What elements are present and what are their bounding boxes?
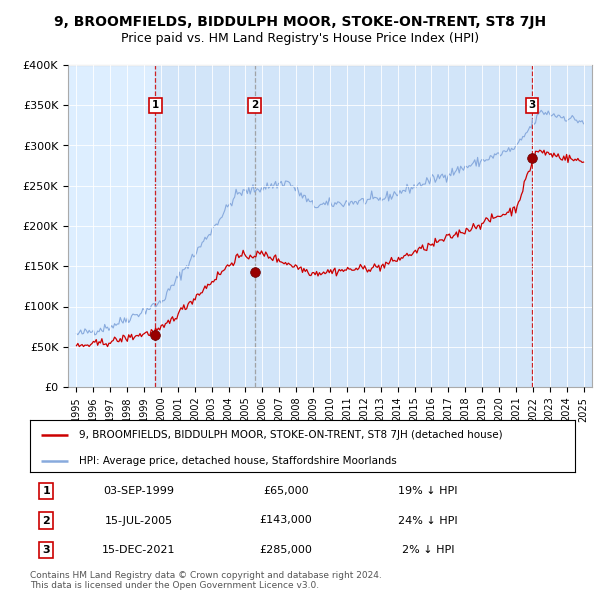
Text: 2: 2 — [251, 100, 258, 110]
Text: Price paid vs. HM Land Registry's House Price Index (HPI): Price paid vs. HM Land Registry's House … — [121, 32, 479, 45]
Bar — [254, 65, 532, 387]
Text: Contains HM Land Registry data © Crown copyright and database right 2024.
This d: Contains HM Land Registry data © Crown c… — [30, 571, 382, 590]
Text: 9, BROOMFIELDS, BIDDULPH MOOR, STOKE-ON-TRENT, ST8 7JH (detached house): 9, BROOMFIELDS, BIDDULPH MOOR, STOKE-ON-… — [79, 430, 503, 440]
Text: 1: 1 — [43, 486, 50, 496]
Text: 19% ↓ HPI: 19% ↓ HPI — [398, 486, 458, 496]
Text: 24% ↓ HPI: 24% ↓ HPI — [398, 516, 458, 526]
Text: 2: 2 — [43, 516, 50, 526]
Text: 15-DEC-2021: 15-DEC-2021 — [102, 545, 176, 555]
Text: 03-SEP-1999: 03-SEP-1999 — [104, 486, 175, 496]
Text: 3: 3 — [43, 545, 50, 555]
Text: £143,000: £143,000 — [260, 516, 313, 526]
Text: 3: 3 — [529, 100, 536, 110]
Text: HPI: Average price, detached house, Staffordshire Moorlands: HPI: Average price, detached house, Staf… — [79, 455, 397, 466]
Text: 1: 1 — [152, 100, 159, 110]
Text: £65,000: £65,000 — [263, 486, 309, 496]
Bar — [532, 65, 592, 387]
Text: 15-JUL-2005: 15-JUL-2005 — [105, 516, 173, 526]
Text: 9, BROOMFIELDS, BIDDULPH MOOR, STOKE-ON-TRENT, ST8 7JH: 9, BROOMFIELDS, BIDDULPH MOOR, STOKE-ON-… — [54, 15, 546, 29]
Text: 2% ↓ HPI: 2% ↓ HPI — [401, 545, 454, 555]
Bar — [155, 65, 254, 387]
Text: £285,000: £285,000 — [260, 545, 313, 555]
